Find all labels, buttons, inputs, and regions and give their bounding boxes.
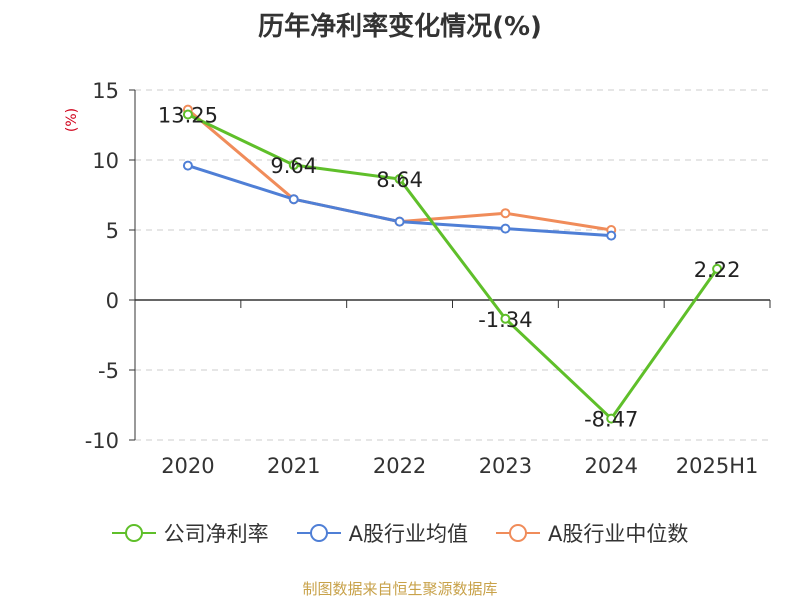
data-point [500, 223, 511, 234]
axes: 15 10 5 0 -5 -10 2020 2021 2022 2023 2024 2025H1 [85, 79, 771, 478]
x-tick-label: 2021 [267, 454, 320, 478]
data-point [712, 263, 723, 274]
legend-line-icon [296, 524, 341, 542]
data-point [288, 160, 299, 171]
legend-label: 公司净利率 [163, 522, 269, 546]
data-label: 13.25 [158, 104, 218, 128]
data-label: 8.64 [376, 168, 423, 192]
data-label: -1.34 [478, 308, 532, 332]
data-point [606, 413, 617, 424]
legend-item-industry-median[interactable]: A股行业中位数 [496, 518, 688, 548]
legend: 公司净利率 A股行业均值 A股行业中位数 [0, 518, 800, 548]
x-tick-label: 2020 [161, 454, 214, 478]
series-lines [186, 108, 719, 421]
data-label: 2.22 [694, 258, 741, 282]
x-tick-label: 2022 [373, 454, 426, 478]
data-source-note: 制图数据来自恒生聚源数据库 [302, 580, 498, 598]
data-point [500, 208, 511, 219]
x-tick-label: 2024 [585, 454, 638, 478]
x-tick-label: 2025H1 [676, 454, 759, 478]
data-point [394, 216, 405, 227]
legend-item-company[interactable]: 公司净利率 [111, 518, 269, 548]
grid-lines [135, 89, 770, 441]
data-point [182, 109, 193, 120]
series-points [182, 104, 723, 424]
legend-line-icon [111, 524, 156, 542]
series-line [187, 113, 719, 421]
data-point [500, 313, 511, 324]
data-labels: 13.25 9.64 8.64 -1.34 -8.47 2.22 [158, 104, 741, 432]
y-tick-label: -5 [98, 359, 119, 383]
chart-title: 历年净利率变化情况(%) [258, 12, 542, 42]
line-chart: 15 10 5 0 -5 -10 2020 2021 2022 2023 2024 2025H1 13… [85, 79, 771, 478]
legend-line-icon [496, 524, 540, 542]
y-tick-label: 15 [92, 79, 119, 103]
legend-label: A股行业均值 [348, 522, 468, 546]
data-point [288, 194, 299, 205]
data-point [394, 174, 405, 185]
y-tick-label: 10 [92, 149, 119, 173]
data-label: -8.47 [584, 408, 638, 432]
legend-label: A股行业中位数 [548, 522, 689, 546]
y-tick-label: 5 [106, 219, 119, 243]
x-tick-label: 2023 [479, 454, 532, 478]
y-tick-label: 0 [106, 289, 119, 313]
y-tick-label: -10 [85, 429, 119, 453]
legend-item-industry-mean[interactable]: A股行业均值 [296, 518, 468, 548]
data-label: 9.64 [270, 154, 317, 178]
data-point [606, 230, 617, 241]
data-point [182, 160, 193, 171]
